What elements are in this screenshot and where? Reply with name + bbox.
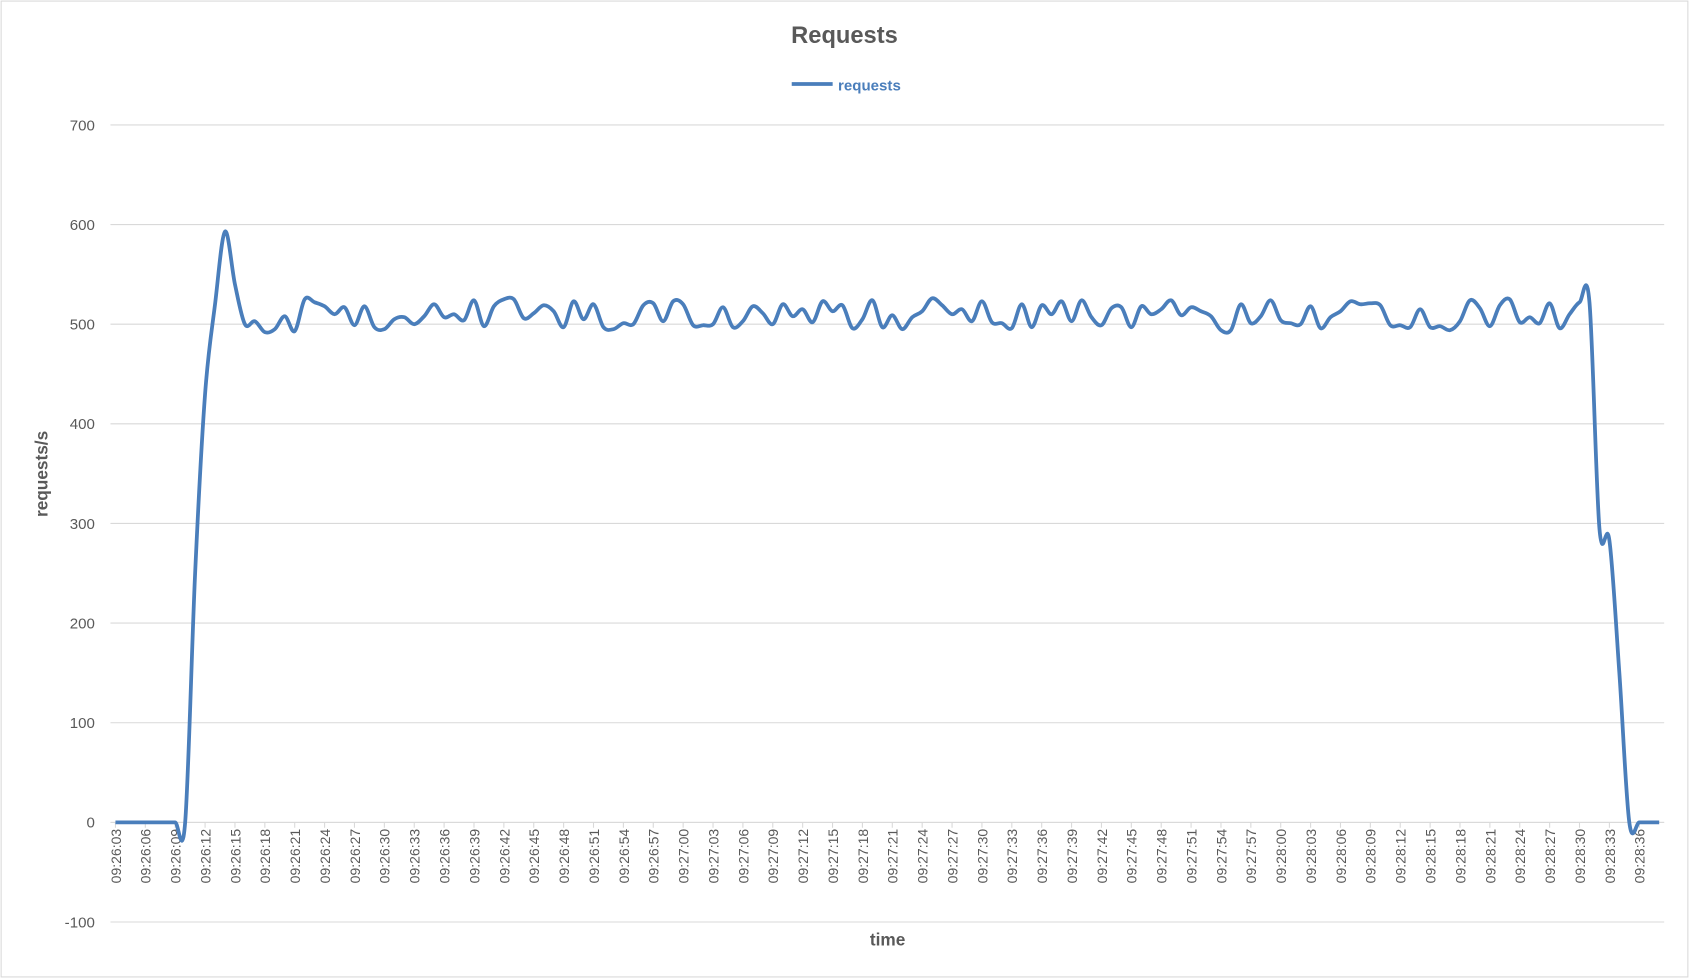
x-tick-label: 09:26:12 bbox=[197, 829, 213, 884]
x-tick-label: 09:27:36 bbox=[1034, 829, 1050, 884]
x-tick-label: 09:26:42 bbox=[496, 829, 512, 884]
x-tick-label: 09:26:24 bbox=[317, 829, 333, 884]
y-tick-label: 200 bbox=[70, 615, 95, 632]
x-axis-label: time bbox=[870, 930, 905, 950]
x-tick-label: 09:28:33 bbox=[1602, 829, 1618, 884]
x-tick-label: 09:26:15 bbox=[227, 829, 243, 884]
x-tick-label: 09:28:00 bbox=[1273, 829, 1289, 884]
x-tick-label: 09:27:57 bbox=[1243, 829, 1259, 884]
x-tick-label: 09:26:33 bbox=[407, 829, 423, 884]
y-tick-label: 600 bbox=[70, 217, 95, 234]
x-tick-label: 09:27:51 bbox=[1183, 829, 1199, 884]
x-tick-label: 09:27:27 bbox=[944, 829, 960, 884]
x-tick-label: 09:27:21 bbox=[885, 829, 901, 884]
x-tick-label: 09:27:12 bbox=[795, 829, 811, 884]
x-tick-label: 09:28:27 bbox=[1542, 829, 1558, 884]
x-tick-label: 09:27:24 bbox=[915, 829, 931, 884]
x-tick-label: 09:27:39 bbox=[1064, 829, 1080, 884]
x-tick-label: 09:27:30 bbox=[974, 829, 990, 884]
x-tick-label: 09:28:21 bbox=[1482, 829, 1498, 884]
x-tick-label: 09:27:06 bbox=[735, 829, 751, 884]
x-tick-label: 09:27:54 bbox=[1213, 829, 1229, 884]
y-tick-label: 700 bbox=[70, 117, 95, 134]
y-tick-label: 100 bbox=[70, 715, 95, 732]
x-tick-label: 09:26:27 bbox=[347, 829, 363, 884]
y-tick-label: 300 bbox=[70, 516, 95, 533]
y-axis-label: requests/s bbox=[31, 431, 51, 517]
x-tick-label: 09:28:36 bbox=[1632, 829, 1648, 884]
chart-title: Requests bbox=[791, 23, 898, 49]
x-tick-label: 09:27:42 bbox=[1094, 829, 1110, 884]
x-tick-label: 09:28:12 bbox=[1393, 829, 1409, 884]
x-tick-label: 09:26:30 bbox=[377, 829, 393, 884]
x-tick-label: 09:26:45 bbox=[526, 829, 542, 884]
x-tick-label: 09:28:30 bbox=[1572, 829, 1588, 884]
x-tick-label: 09:26:03 bbox=[108, 829, 124, 884]
x-tick-label: 09:27:09 bbox=[765, 829, 781, 884]
x-tick-label: 09:27:45 bbox=[1124, 829, 1140, 884]
x-tick-label: 09:28:06 bbox=[1333, 829, 1349, 884]
x-tick-label: 09:27:48 bbox=[1154, 829, 1170, 884]
x-tick-label: 09:28:09 bbox=[1363, 829, 1379, 884]
legend-label: requests bbox=[838, 77, 901, 94]
y-tick-label: 500 bbox=[70, 317, 95, 334]
x-tick-label: 09:26:48 bbox=[556, 829, 572, 884]
x-tick-label: 09:27:15 bbox=[825, 829, 841, 884]
y-tick-label: -100 bbox=[65, 914, 95, 931]
x-tick-label: 09:28:03 bbox=[1303, 829, 1319, 884]
x-tick-label: 09:27:00 bbox=[676, 829, 692, 884]
x-tick-label: 09:26:18 bbox=[257, 829, 273, 884]
x-tick-label: 09:27:03 bbox=[705, 829, 721, 884]
x-tick-label: 09:26:39 bbox=[466, 829, 482, 884]
x-tick-label: 09:26:06 bbox=[138, 829, 154, 884]
x-tick-label: 09:26:36 bbox=[436, 829, 452, 884]
x-tick-label: 09:26:09 bbox=[168, 829, 184, 884]
x-tick-label: 09:26:21 bbox=[287, 829, 303, 884]
x-tick-label: 09:26:54 bbox=[616, 829, 632, 884]
x-tick-label: 09:28:15 bbox=[1423, 829, 1439, 884]
line-series bbox=[115, 229, 1660, 843]
y-tick-label: 400 bbox=[70, 416, 95, 433]
x-tick-label: 09:26:57 bbox=[646, 829, 662, 884]
x-tick-label: 09:27:33 bbox=[1004, 829, 1020, 884]
x-tick-label: 09:28:18 bbox=[1452, 829, 1468, 884]
x-tick-label: 09:26:51 bbox=[586, 829, 602, 884]
y-tick-label: 0 bbox=[86, 815, 94, 832]
x-tick-label: 09:27:18 bbox=[855, 829, 871, 884]
x-tick-label: 09:28:24 bbox=[1512, 829, 1528, 884]
